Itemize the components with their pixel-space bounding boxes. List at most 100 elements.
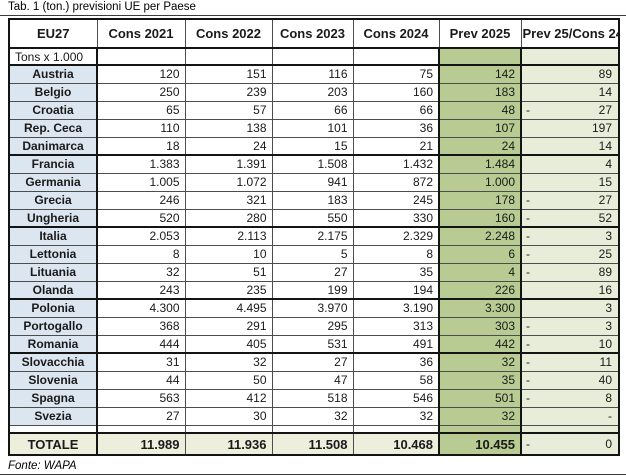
- delta-value: 52: [598, 210, 612, 225]
- cons-value-2021: 32: [96, 262, 186, 282]
- prev-2025-value: 2.248: [438, 226, 522, 246]
- cons-value-2024: 8: [352, 244, 440, 264]
- cons-value-2024: 330: [352, 208, 440, 228]
- country-label: Slovenia: [8, 370, 98, 390]
- cons-value-2021: 1.383: [96, 154, 186, 174]
- delta-cell: 15: [520, 172, 620, 192]
- spacer-row: [8, 424, 620, 434]
- column-header-cons-2023: Cons 2023: [271, 18, 354, 49]
- cons-value-2024: 1.432: [352, 154, 440, 174]
- prev-2025-value: 1.484: [438, 154, 522, 174]
- table-row: Grecia 246 321 183 245 178- 27: [8, 190, 620, 210]
- table-row: Germania 1.005 1.072 941 872 1.000 15: [8, 172, 620, 192]
- cons-value-2024: 32: [352, 406, 440, 426]
- prev-2025-value: 178: [438, 190, 522, 210]
- empty-cell: [8, 424, 98, 434]
- cons-value-2022: 291: [184, 316, 273, 336]
- delta-value: 3: [605, 301, 612, 316]
- minus-sign: -: [526, 193, 530, 207]
- country-label: Danimarca: [8, 136, 98, 156]
- delta-cell: 14: [520, 82, 620, 102]
- cons-value-2024: 21: [352, 136, 440, 156]
- cons-value-2023: 116: [271, 64, 354, 84]
- prev-2025-value: 142: [438, 64, 522, 84]
- cons-value-2021: 2.053: [96, 226, 186, 246]
- cons-value-2021: 120: [96, 64, 186, 84]
- unit-label: Tons x 1.000: [8, 47, 98, 66]
- cons-value-2023: 3.970: [271, 298, 354, 318]
- minus-sign: -: [526, 391, 530, 405]
- delta-cell: -3: [520, 316, 620, 336]
- delta-value: 27: [598, 193, 612, 207]
- cons-value-2024: 58: [352, 370, 440, 390]
- delta-value: 89: [598, 265, 612, 279]
- prev-2025-value: 442: [438, 334, 522, 354]
- delta-cell: - 27: [520, 190, 620, 210]
- table-row: Slovacchia 31 32 27 36 32-11: [8, 352, 620, 372]
- cons-value-2023: 66: [271, 100, 354, 120]
- cons-value-2022: 151: [184, 64, 273, 84]
- table-row: Romania 444 405 531 491 442- 10: [8, 334, 620, 354]
- country-label: Polonia: [8, 298, 98, 318]
- minus-sign: -: [526, 229, 530, 244]
- delta-cell: - 89: [520, 262, 620, 282]
- cons-value-2021: 27: [96, 406, 186, 426]
- cons-value-2023: 27: [271, 352, 354, 372]
- country-label: Romania: [8, 334, 98, 354]
- delta-value: 25: [598, 247, 612, 261]
- table-row: Croatia 65 57 66 66 48-27: [8, 100, 620, 120]
- delta-value: 27: [598, 103, 612, 117]
- cons-value-2021: 444: [96, 334, 186, 354]
- column-header-prev-2025: Prev 2025: [438, 18, 522, 49]
- column-header-prev25-cons24: Prev 25/Cons 24: [520, 18, 620, 49]
- cons-value-2022: 24: [184, 136, 273, 156]
- table-row: Lettonia 8 10 5 8 6-25: [8, 244, 620, 264]
- delta-value: 11: [599, 355, 612, 370]
- delta-cell: - 27: [520, 100, 620, 120]
- empty-cell: [352, 47, 440, 66]
- delta-value: 40: [598, 373, 612, 387]
- delta-cell: - 11: [520, 352, 620, 372]
- cons-value-2024: 35: [352, 262, 440, 282]
- table-row: Spagna 563 412 518 546 501-8: [8, 388, 620, 408]
- cons-value-2022: 235: [184, 280, 273, 300]
- delta-value: 197: [591, 121, 612, 135]
- cons-value-2022: 50: [184, 370, 273, 390]
- cons-value-2021: 31: [96, 352, 186, 372]
- delta-value: 16: [598, 282, 612, 297]
- delta-cell: 197: [520, 118, 620, 138]
- empty-cell: [438, 424, 522, 434]
- delta-value: 14: [598, 85, 612, 99]
- delta-cell: - 25: [520, 244, 620, 264]
- total-cons-2021: 11.989: [96, 432, 186, 456]
- cons-value-2023: 27: [271, 262, 354, 282]
- cons-value-2023: 941: [271, 172, 354, 192]
- total-label: TOTALE: [8, 432, 98, 456]
- cons-value-2024: 546: [352, 388, 440, 408]
- cons-value-2021: 4.300: [96, 298, 186, 318]
- page-title: Tab. 1 (ton.) previsioni UE per Paese: [0, 0, 626, 16]
- country-label: Croatia: [8, 100, 98, 120]
- delta-cell: 3: [520, 298, 620, 318]
- cons-value-2023: 203: [271, 82, 354, 102]
- cons-value-2022: 239: [184, 82, 273, 102]
- country-label: Slovacchia: [8, 352, 98, 372]
- minus-sign: -: [526, 103, 530, 117]
- delta-cell: - 40: [520, 370, 620, 390]
- delta-cell: - 52: [520, 208, 620, 228]
- cons-value-2021: 110: [96, 118, 186, 138]
- country-label: Germania: [8, 172, 98, 192]
- delta-value: 4: [605, 157, 612, 172]
- table-row: Svezia 27 30 32 32 32-: [8, 406, 620, 426]
- delta-value: 3: [605, 229, 612, 244]
- cons-value-2024: 36: [352, 352, 440, 372]
- corner-header-eu27: EU27: [8, 18, 98, 49]
- cons-value-2022: 1.391: [184, 154, 273, 174]
- cons-value-2023: 295: [271, 316, 354, 336]
- empty-cell: [184, 47, 273, 66]
- country-label: Portogallo: [8, 316, 98, 336]
- cons-value-2023: 32: [271, 406, 354, 426]
- cons-value-2023: 550: [271, 208, 354, 228]
- total-cons-2023: 11.508: [271, 432, 354, 456]
- cons-value-2021: 246: [96, 190, 186, 210]
